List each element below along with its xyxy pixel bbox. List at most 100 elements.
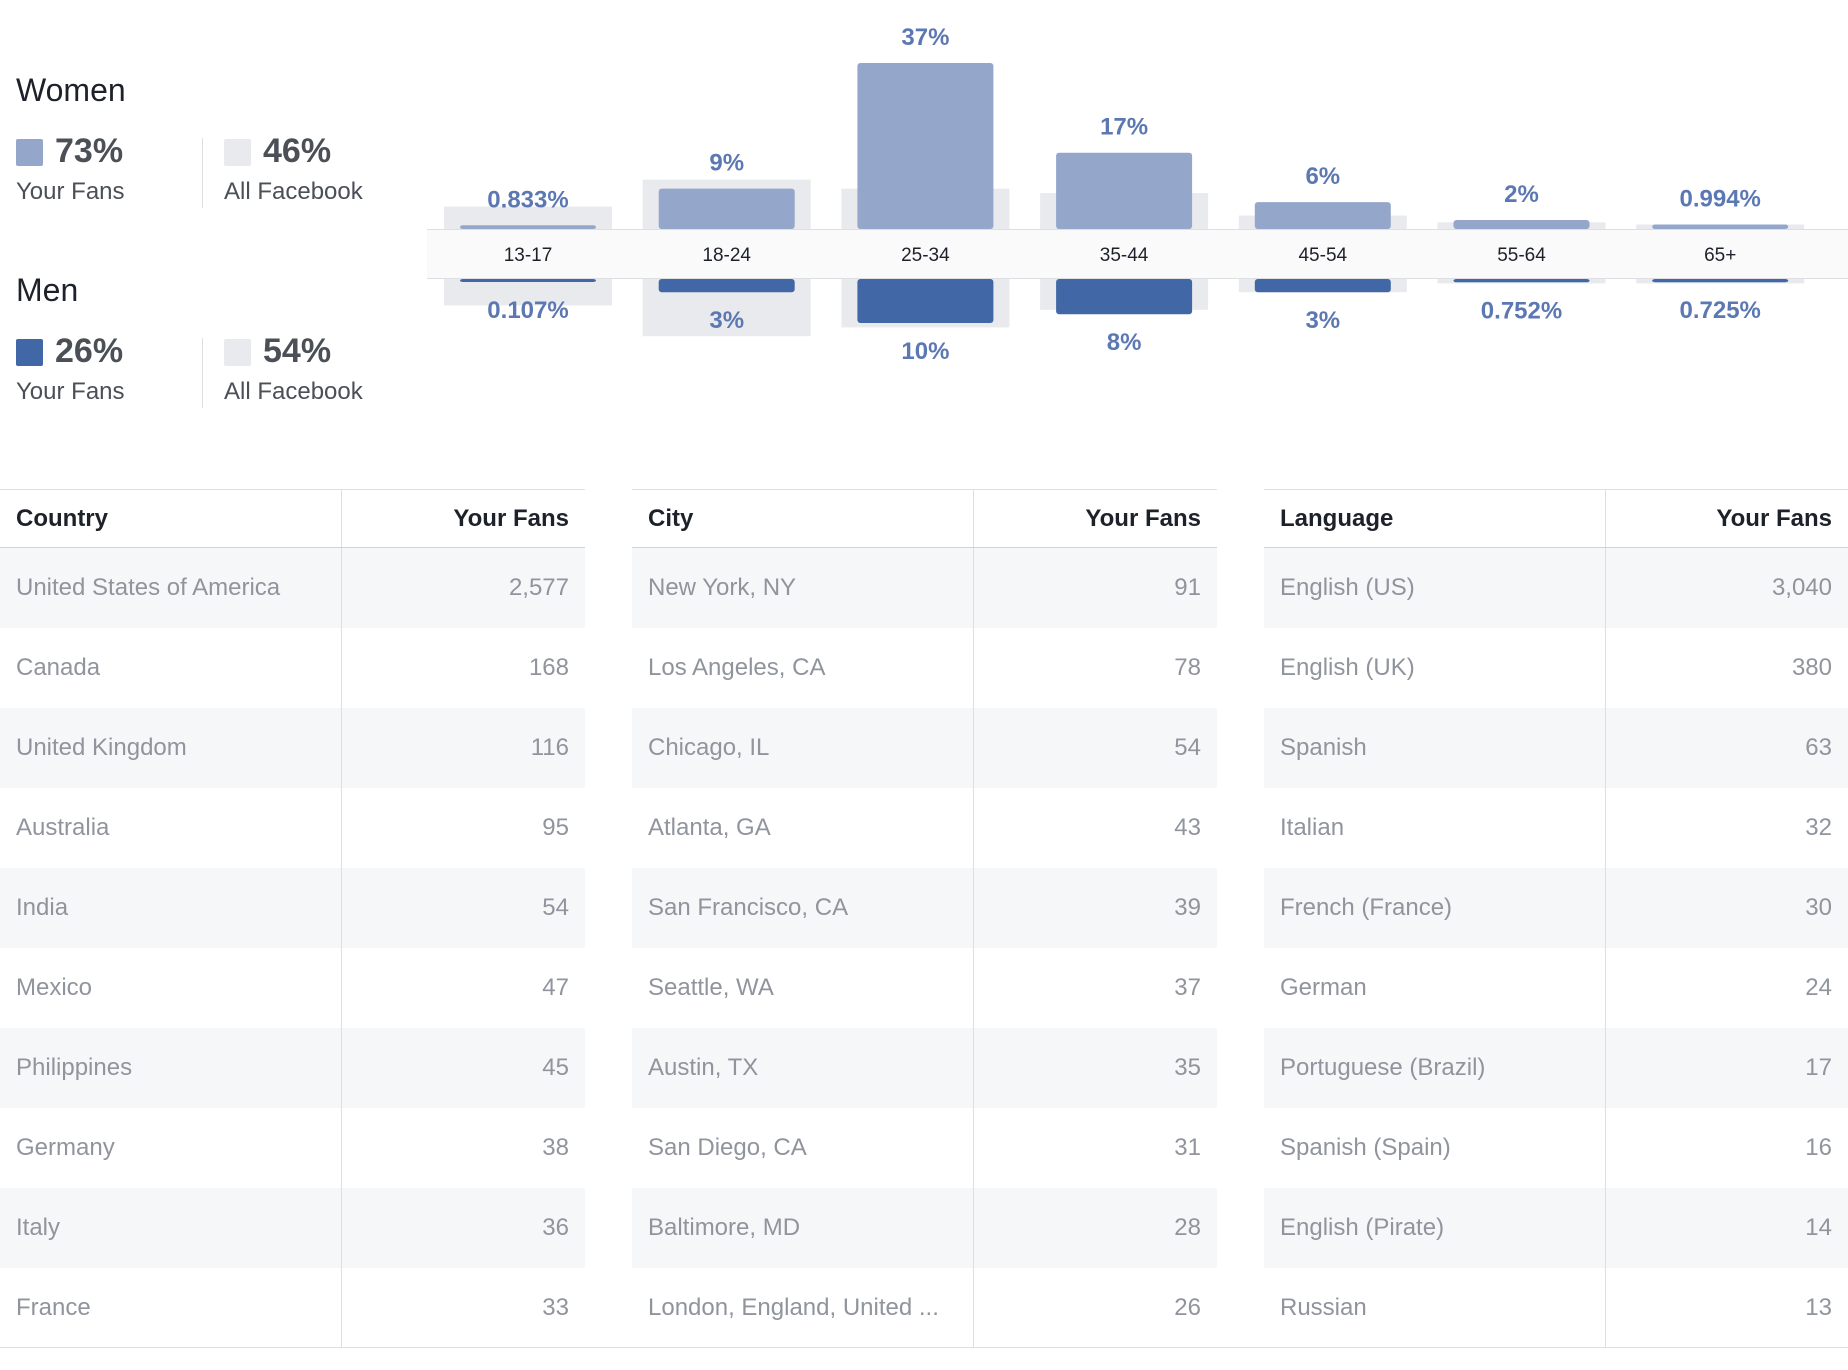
all-facebook-men-bar-13-17	[444, 278, 612, 306]
table-row: Los Angeles, CA 78	[632, 628, 1217, 708]
cell-fans: 16	[1605, 1108, 1848, 1188]
cell-name: German	[1280, 974, 1367, 1001]
men-bar-13-17	[460, 279, 596, 282]
city-table: City Your Fans New York, NY 91 Los Angeles, …	[632, 489, 1217, 1348]
women-your-fans-pct: 73%	[55, 132, 124, 170]
age-label-25-34: 25-34	[901, 245, 950, 266]
table-header: Country Your Fans	[0, 490, 585, 548]
men-pct-label-55-64: 0.752%	[1481, 297, 1562, 324]
table-row: English (US) 3,040	[1264, 548, 1848, 628]
all-facebook-women-bar-13-17	[444, 206, 612, 230]
cell-fans: 168	[341, 628, 585, 708]
cell-fans: 380	[1605, 628, 1848, 708]
column-header-fans[interactable]: Your Fans	[973, 490, 1217, 547]
table-row: English (Pirate) 14	[1264, 1188, 1848, 1268]
men-bar-45-54	[1254, 279, 1391, 293]
table-row: France 33	[0, 1268, 585, 1348]
men-pct-label-65+: 0.725%	[1679, 297, 1760, 324]
cell-fans: 37	[973, 948, 1217, 1028]
table-row: India 54	[0, 868, 585, 948]
cell-name: Italy	[16, 1214, 61, 1241]
women-bar-45-54	[1254, 202, 1391, 229]
table-row: San Diego, CA 31	[632, 1108, 1217, 1188]
men-your-fans-label: Your Fans	[16, 378, 125, 405]
table-row: Mexico 47	[0, 948, 585, 1028]
cell-fans: 43	[973, 788, 1217, 868]
cell-fans: 17	[1605, 1028, 1848, 1108]
cell-fans: 39	[973, 868, 1217, 948]
cell-name: France	[16, 1294, 91, 1321]
cell-fans: 31	[973, 1108, 1217, 1188]
men-all-facebook-swatch	[224, 339, 251, 366]
column-header-name[interactable]: City	[648, 505, 694, 532]
women-bar-13-17	[460, 225, 596, 229]
men-your-fans-swatch	[16, 339, 43, 366]
age-label-18-24: 18-24	[702, 245, 751, 266]
table-body: English (US) 3,040 English (UK) 380 Spanish 6…	[1264, 548, 1848, 1348]
cell-name: San Francisco, CA	[648, 894, 849, 921]
men-all-facebook-label: All Facebook	[224, 378, 363, 405]
cell-name: Atlanta, GA	[648, 814, 771, 841]
women-pct-label-13-17: 0.833%	[487, 186, 568, 213]
women-all-facebook-swatch	[224, 139, 251, 166]
table-row: Atlanta, GA 43	[632, 788, 1217, 868]
men-bar-65+	[1652, 279, 1789, 283]
cell-name: London, England, United ...	[648, 1294, 939, 1321]
age-label-13-17: 13-17	[504, 245, 553, 266]
age-label-55-64: 55-64	[1497, 245, 1546, 266]
cell-name: Baltimore, MD	[648, 1214, 801, 1241]
table-row: Spanish (Spain) 16	[1264, 1108, 1848, 1188]
men-pct-label-18-24: 3%	[709, 307, 744, 334]
cell-name: United Kingdom	[16, 734, 187, 761]
cell-fans: 54	[341, 868, 585, 948]
men-your-fans-pct: 26%	[55, 332, 124, 370]
cell-name: English (UK)	[1280, 654, 1415, 681]
women-pct-label-35-44: 17%	[1100, 114, 1148, 141]
women-bar-18-24	[658, 188, 795, 229]
column-header-fans[interactable]: Your Fans	[341, 490, 585, 547]
table-row: Chicago, IL 54	[632, 708, 1217, 788]
cell-fans: 2,577	[341, 548, 585, 628]
cell-fans: 36	[341, 1188, 585, 1268]
women-legend-title: Women	[16, 72, 126, 108]
table-row: United Kingdom 116	[0, 708, 585, 788]
cell-name: French (France)	[1280, 894, 1453, 921]
table-row: San Francisco, CA 39	[632, 868, 1217, 948]
men-pct-label-45-54: 3%	[1305, 307, 1340, 334]
men-legend-title: Men	[16, 272, 79, 308]
table-row: United States of America 2,577	[0, 548, 585, 628]
table-row: Portuguese (Brazil) 17	[1264, 1028, 1848, 1108]
cell-fans: 38	[341, 1108, 585, 1188]
table-row: Canada 168	[0, 628, 585, 708]
women-bar-35-44	[1056, 152, 1193, 229]
cell-fans: 26	[973, 1268, 1217, 1348]
table-row: Russian 13	[1264, 1268, 1848, 1348]
cell-name: Seattle, WA	[648, 974, 774, 1001]
cell-name: Portuguese (Brazil)	[1280, 1054, 1486, 1081]
table-row: Seattle, WA 37	[632, 948, 1217, 1028]
table-row: Baltimore, MD 28	[632, 1188, 1217, 1268]
cell-fans: 3,040	[1605, 548, 1848, 628]
men-pct-label-25-34: 10%	[901, 338, 949, 365]
column-header-name[interactable]: Country	[16, 505, 108, 532]
men-bar-35-44	[1056, 279, 1193, 315]
column-header-name[interactable]: Language	[1280, 505, 1394, 532]
men-all-facebook-pct: 54%	[263, 332, 332, 370]
men-legend: Men 26% Your Fans 54% All Facebook	[16, 272, 396, 422]
women-legend: Women 73% Your Fans 46% All Facebook	[16, 72, 396, 222]
cell-fans: 24	[1605, 948, 1848, 1028]
cell-fans: 54	[973, 708, 1217, 788]
cell-fans: 116	[341, 708, 585, 788]
cell-fans: 33	[341, 1268, 585, 1348]
cell-name: Chicago, IL	[648, 734, 770, 761]
table-row: London, England, United ... 26	[632, 1268, 1217, 1348]
cell-name: Italian	[1280, 814, 1345, 841]
cell-name: Germany	[16, 1134, 115, 1161]
women-bar-65+	[1652, 224, 1789, 229]
column-header-fans[interactable]: Your Fans	[1605, 490, 1848, 547]
table-header: City Your Fans	[632, 490, 1217, 548]
cell-name: Philippines	[16, 1054, 133, 1081]
tables-bottom-divider	[0, 1347, 1848, 1348]
table-row: German 24	[1264, 948, 1848, 1028]
cell-name: English (Pirate)	[1280, 1214, 1445, 1241]
